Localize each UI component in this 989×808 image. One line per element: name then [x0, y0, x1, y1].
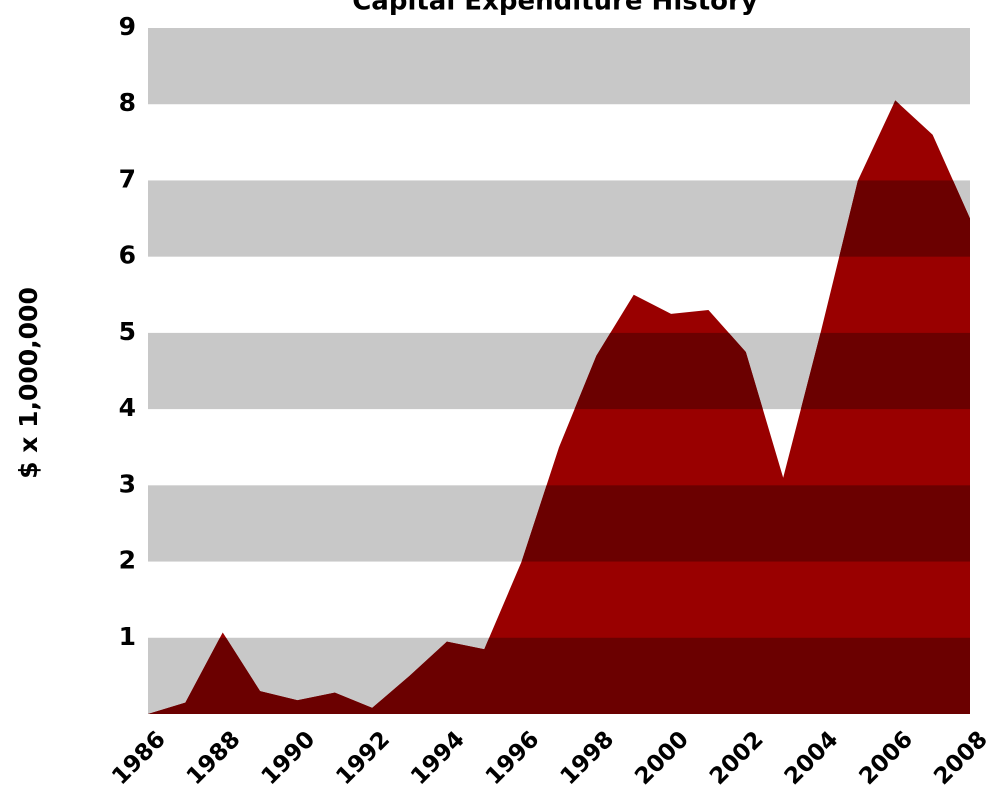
y-axis-label: $ x 1,000,000 — [14, 287, 43, 479]
y-tick-label: 8 — [119, 88, 136, 117]
y-tick-label: 6 — [119, 241, 136, 270]
y-tick-label: 7 — [119, 164, 136, 193]
x-tick-label: 1998 — [556, 726, 620, 790]
x-tick-label: 2000 — [630, 726, 694, 790]
x-tick-label: 1990 — [257, 726, 321, 790]
chart-title: Capital Expenditure History — [352, 0, 758, 17]
y-tick-label: 2 — [119, 546, 136, 575]
y-tick-label: 4 — [119, 393, 136, 422]
x-tick-label: 2008 — [929, 726, 989, 790]
x-tick-label: 1986 — [107, 726, 171, 790]
x-tick-label: 1992 — [331, 726, 395, 790]
x-tick-label: 2002 — [705, 726, 769, 790]
x-tick-label: 1994 — [406, 726, 470, 790]
x-tick-label: 2006 — [854, 726, 918, 790]
y-tick-label: 9 — [119, 12, 136, 41]
x-tick-label: 1996 — [481, 726, 545, 790]
y-tick-label: 1 — [119, 622, 136, 651]
grid-band — [148, 180, 970, 257]
x-tick-label: 2004 — [780, 726, 844, 790]
x-tick-label: 1988 — [182, 726, 246, 790]
grid-band — [148, 28, 970, 105]
y-tick-label: 5 — [119, 317, 136, 346]
y-tick-label: 3 — [119, 469, 136, 498]
